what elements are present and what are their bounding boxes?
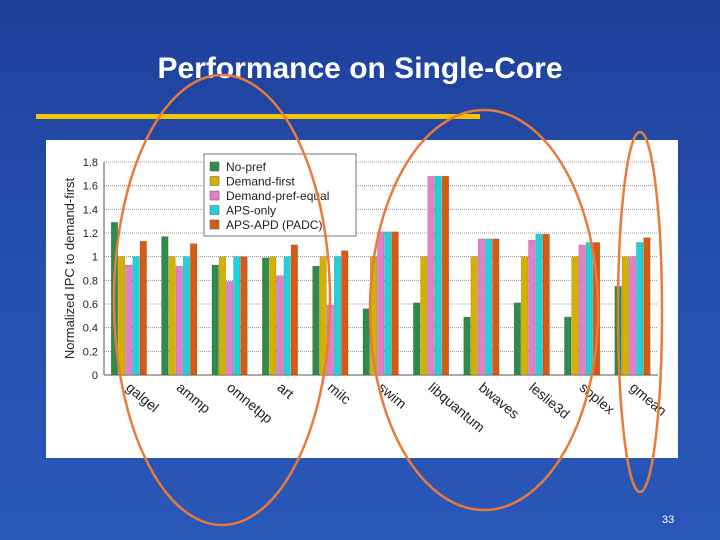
- x-tick-label: art: [274, 379, 297, 402]
- bar-milc-2: [326, 304, 334, 376]
- bar-bwaves-3: [485, 238, 493, 376]
- bar-swim-2: [377, 231, 385, 376]
- bar-soplex-2: [578, 244, 586, 376]
- bar-omnetpp-0: [211, 264, 219, 376]
- bar-milc-4: [341, 250, 349, 376]
- legend-swatch: [209, 176, 220, 186]
- bar-ammp-3: [182, 256, 190, 376]
- bar-galgel-2: [125, 264, 133, 376]
- x-tick-label: omnetpp: [224, 379, 276, 426]
- x-tick-label: bwaves: [476, 379, 523, 422]
- bar-leslie3d-3: [535, 233, 543, 376]
- bar-leslie3d-0: [513, 302, 521, 376]
- legend-swatch: [209, 219, 220, 230]
- bar-gmean-2: [628, 256, 637, 376]
- legend-swatch: [209, 190, 220, 201]
- bar-ammp-0: [161, 236, 169, 376]
- bar-bwaves-4: [492, 238, 500, 376]
- slide-title: Performance on Single-Core: [157, 52, 563, 85]
- bar-swim-4: [391, 231, 399, 376]
- bar-libquantum-1: [420, 256, 428, 376]
- bar-libquantum-4: [441, 175, 450, 376]
- bar-gmean-3: [636, 242, 644, 376]
- legend-entry: Demand-pref-equal: [226, 189, 329, 203]
- title-rule: [36, 114, 480, 119]
- bar-libquantum-3: [434, 175, 442, 376]
- bar-bwaves-1: [470, 256, 478, 376]
- bar-swim-0: [362, 308, 370, 376]
- x-tick-label: milc: [325, 379, 354, 407]
- y-tick-label: 0.2: [83, 346, 98, 358]
- bar-milc-0: [312, 265, 320, 376]
- bar-gmean-1: [621, 256, 629, 376]
- bar-swim-1: [369, 256, 378, 376]
- bar-soplex-3: [585, 242, 593, 376]
- bar-gmean-4: [643, 237, 651, 376]
- y-tick-label: 1.2: [83, 228, 98, 240]
- y-tick-label: 0: [92, 370, 98, 382]
- bar-leslie3d-1: [521, 256, 529, 376]
- x-tick-label: ammp: [174, 379, 214, 416]
- legend-swatch: [209, 161, 220, 172]
- bar-ammp-2: [175, 265, 183, 376]
- bar-art-1: [269, 256, 277, 376]
- bar-galgel-4: [139, 241, 147, 376]
- bar-leslie3d-2: [528, 239, 536, 376]
- bar-soplex-4: [593, 242, 601, 376]
- x-tick-label: gmean: [627, 379, 670, 419]
- bar-galgel-1: [118, 256, 126, 376]
- bar-ammp-1: [168, 256, 176, 376]
- bar-omnetpp-1: [218, 256, 226, 376]
- y-tick-label: 0.6: [83, 299, 98, 311]
- bar-galgel-0: [110, 222, 119, 376]
- bar-chart: 0 0.2 0.4 0.6 0.8 1 1.2 1.4 1.6 1.8 Normalized IPC…: [62, 153, 670, 435]
- x-tick-label: leslie3d: [526, 379, 573, 422]
- legend-swatch: [209, 205, 220, 215]
- bar-milc-1: [319, 256, 327, 376]
- bar-gmean-0: [614, 286, 622, 376]
- bar-libquantum-0: [413, 302, 421, 376]
- bar-bwaves-2: [477, 238, 485, 376]
- chart-panel: 0 0.2 0.4 0.6 0.8 1 1.2 1.4 1.6 1.8 Normalized IPC…: [46, 140, 678, 458]
- bar-art-0: [262, 257, 270, 376]
- bar-libquantum-2: [427, 175, 435, 376]
- legend-entry: APS-only: [226, 204, 276, 218]
- bar-leslie3d-4: [542, 233, 550, 376]
- bar-bwaves-0: [463, 316, 471, 376]
- bar-soplex-0: [564, 316, 572, 376]
- y-tick-label: 1.4: [83, 204, 98, 216]
- bar-ammp-4: [190, 243, 198, 376]
- legend-entry: No-pref: [226, 160, 267, 174]
- bar-omnetpp-2: [226, 281, 234, 376]
- x-tick-label: swim: [375, 379, 410, 412]
- y-tick-label: 1.6: [83, 181, 98, 193]
- bar-omnetpp-3: [233, 256, 241, 376]
- page-number: 33: [662, 514, 675, 526]
- bar-milc-3: [333, 256, 342, 376]
- x-tick-label: galgel: [123, 379, 162, 415]
- y-tick-label: 1: [92, 252, 98, 264]
- bar-art-3: [283, 256, 291, 376]
- legend-entry: APS-APD (PADC): [226, 218, 322, 232]
- legend-entry: Demand-first: [226, 175, 295, 189]
- bar-art-2: [276, 275, 284, 376]
- bar-galgel-3: [132, 256, 140, 376]
- x-tick-label: soplex: [577, 379, 618, 417]
- bar-swim-3: [384, 231, 392, 376]
- bar-soplex-1: [571, 256, 579, 376]
- bar-art-4: [290, 244, 298, 376]
- y-tick-label: 0.4: [83, 323, 98, 335]
- bar-omnetpp-4: [240, 256, 248, 376]
- y-axis-label: Normalized IPC to demand-first: [62, 177, 77, 359]
- y-tick-label: 1.8: [83, 157, 98, 169]
- y-tick-label: 0.8: [83, 275, 98, 287]
